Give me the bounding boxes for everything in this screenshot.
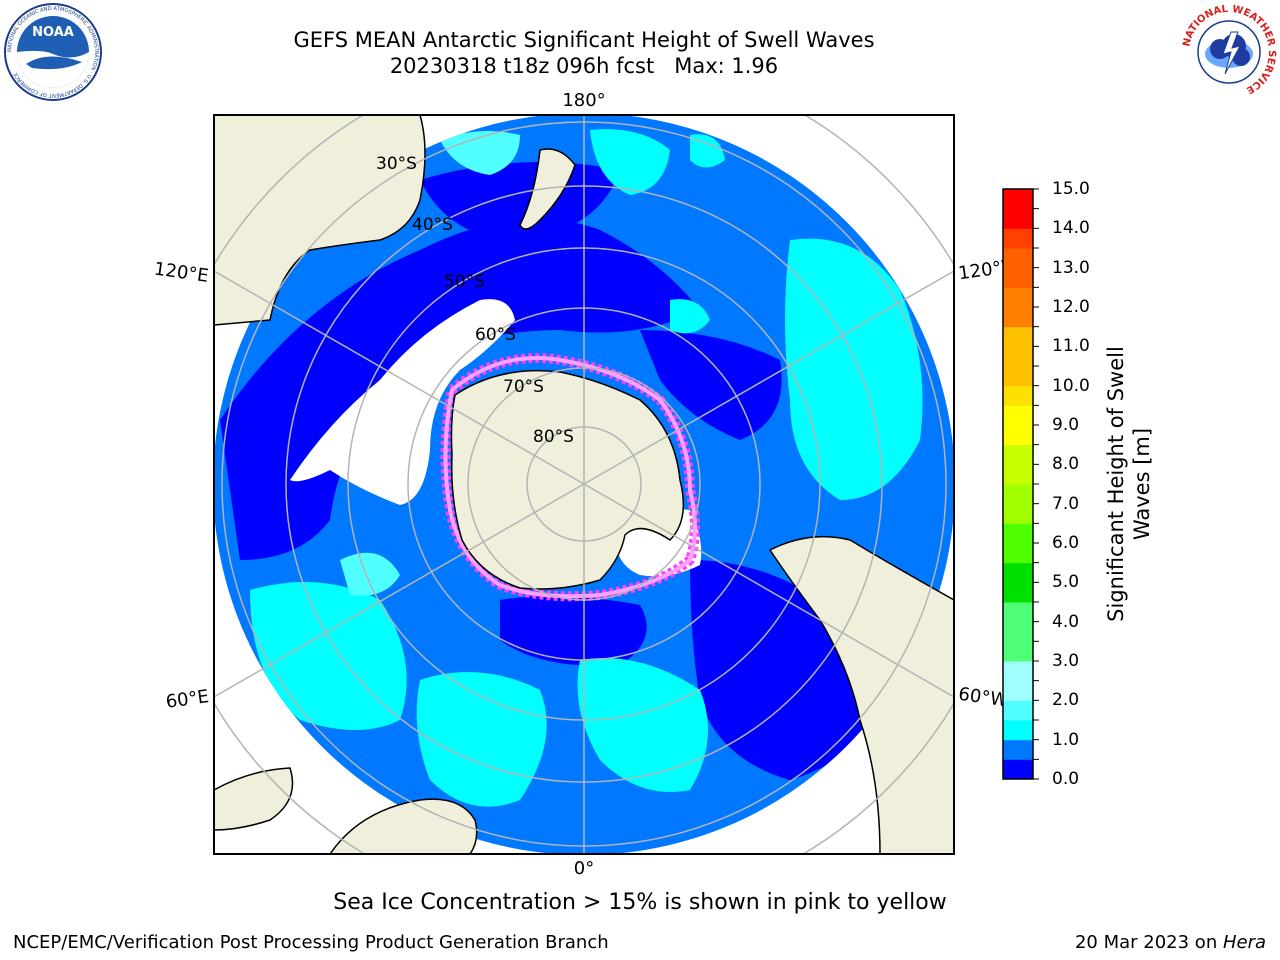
colorbar-tick-label: 13.0 bbox=[1052, 257, 1090, 278]
colorbar-tick-label: 4.0 bbox=[1052, 611, 1080, 632]
colorbar bbox=[1002, 188, 1039, 780]
lat-label-80: 80°S bbox=[533, 427, 574, 447]
colorbar-segment bbox=[1003, 425, 1033, 446]
colorbar-tick-label: 6.0 bbox=[1052, 533, 1080, 553]
colorbar-tick-label: 7.0 bbox=[1052, 493, 1080, 514]
antarctica-landmass bbox=[450, 369, 685, 590]
lon-label-60e: 60°E bbox=[164, 686, 210, 713]
moderate-swell-region bbox=[590, 129, 670, 195]
moderate-swell-region bbox=[340, 552, 400, 596]
colorbar-tick-label: 0.0 bbox=[1052, 769, 1080, 789]
low-swell-region bbox=[420, 162, 620, 240]
colorbar-tick-label: 5.0 bbox=[1052, 572, 1080, 593]
colorbar-tick-label: 2.0 bbox=[1052, 690, 1080, 711]
colorbar-tick-label: 1.0 bbox=[1052, 729, 1080, 750]
footer-credit: NCEP/EMC/Verification Post Processing Pr… bbox=[13, 932, 609, 953]
colorbar-segment bbox=[1003, 326, 1033, 347]
colorbar-segment bbox=[1003, 189, 1033, 210]
map-area bbox=[214, 115, 954, 854]
footer-host: Hera bbox=[1222, 932, 1266, 953]
lat-label-50: 50°S bbox=[444, 272, 485, 292]
new-zealand-landmass bbox=[519, 148, 576, 230]
moderate-swell-region bbox=[440, 131, 520, 175]
colorbar-segment bbox=[1003, 267, 1033, 288]
nws-logo: NATIONAL WEATHER SERVICE bbox=[1181, 4, 1277, 100]
colorbar-segment bbox=[1003, 366, 1033, 387]
moderate-swell-region bbox=[577, 658, 708, 792]
colorbar-segment bbox=[1003, 720, 1033, 741]
colorbar-segment bbox=[1003, 248, 1033, 269]
lon-label-120e: 120°E bbox=[153, 258, 210, 286]
africa-landmass bbox=[329, 798, 478, 854]
lat-label-30: 30°S bbox=[376, 154, 417, 174]
sea-ice-edge-inner bbox=[443, 356, 697, 599]
colorbar-tick-label: 15.0 bbox=[1052, 179, 1090, 199]
colorbar-segment bbox=[1003, 523, 1033, 544]
colorbar-segment bbox=[1003, 562, 1033, 583]
colorbar-segment bbox=[1003, 700, 1033, 721]
colorbar-segment bbox=[1003, 346, 1033, 367]
moderate-swell-region bbox=[690, 134, 725, 168]
colorbar-label: Significant Height of Swell Waves [m] bbox=[1104, 346, 1154, 622]
colorbar-segment bbox=[1003, 444, 1033, 465]
colorbar-segment bbox=[1003, 759, 1033, 780]
colorbar-segment bbox=[1003, 385, 1033, 406]
colorbar-segment bbox=[1003, 503, 1033, 524]
colorbar-segment bbox=[1003, 228, 1033, 249]
lon-label-180: 180° bbox=[562, 90, 605, 111]
colorbar-segment bbox=[1003, 484, 1033, 505]
lat-label-40: 40°S bbox=[412, 215, 453, 235]
colorbar-segment bbox=[1003, 464, 1033, 485]
colorbar-tick-label: 8.0 bbox=[1052, 454, 1080, 475]
latitude-labels: 30°S 40°S 50°S 60°S 70°S 80°S bbox=[376, 154, 574, 447]
footer-date-text: 20 Mar 2023 on bbox=[1074, 932, 1223, 953]
lon-label-60w: 60°W bbox=[957, 684, 1009, 712]
colorbar-segment bbox=[1003, 602, 1033, 623]
lon-label-0: 0° bbox=[574, 858, 594, 879]
chart-title: GEFS MEAN Antarctic Significant Height o… bbox=[293, 28, 875, 52]
graticule bbox=[214, 115, 954, 854]
colorbar-segment bbox=[1003, 307, 1033, 328]
map-frame bbox=[213, 114, 955, 855]
colorbar-tick-label: 10.0 bbox=[1052, 375, 1090, 396]
colorbar-segment bbox=[1003, 208, 1033, 229]
colorbar-tick-label: 12.0 bbox=[1052, 297, 1090, 317]
colorbar-tick-label: 14.0 bbox=[1052, 218, 1090, 239]
colorbar-segment bbox=[1003, 621, 1033, 642]
low-swell-region bbox=[500, 596, 647, 666]
colorbar-tick-label: 9.0 bbox=[1052, 415, 1080, 435]
colorbar-segment bbox=[1003, 680, 1033, 701]
colorbar-segment bbox=[1003, 287, 1033, 308]
sea-ice-caption: Sea Ice Concentration > 15% is shown in … bbox=[333, 890, 947, 915]
colorbar-segment bbox=[1003, 661, 1033, 682]
ice-masked-region bbox=[290, 299, 515, 505]
noaa-logo: NOAA NATIONAL OCEANIC AND ATMOSPHERIC AD… bbox=[4, 3, 102, 101]
colorbar-tick-label: 3.0 bbox=[1052, 651, 1080, 671]
moderate-swell-region bbox=[785, 238, 923, 501]
australia-landmass bbox=[214, 115, 426, 326]
colorbar-segment bbox=[1003, 405, 1033, 426]
colorbar-segment bbox=[1003, 543, 1033, 564]
svg-text:NOAA: NOAA bbox=[32, 25, 74, 40]
colorbar-segment bbox=[1003, 641, 1033, 662]
low-swell-region bbox=[640, 330, 782, 440]
lat-label-70: 70°S bbox=[503, 377, 544, 397]
lat-label-60: 60°S bbox=[475, 325, 516, 345]
chart-subtitle: 20230318 t18z 096h fcst Max: 1.96 bbox=[389, 54, 779, 78]
colorbar-segment bbox=[1003, 739, 1033, 760]
madagascar-landmass bbox=[214, 767, 294, 831]
moderate-swell-region bbox=[670, 299, 710, 334]
footer-date: 20 Mar 2023 on Hera bbox=[1075, 932, 1266, 953]
colorbar-tick-label: 11.0 bbox=[1052, 336, 1090, 357]
colorbar-segment bbox=[1003, 582, 1033, 603]
